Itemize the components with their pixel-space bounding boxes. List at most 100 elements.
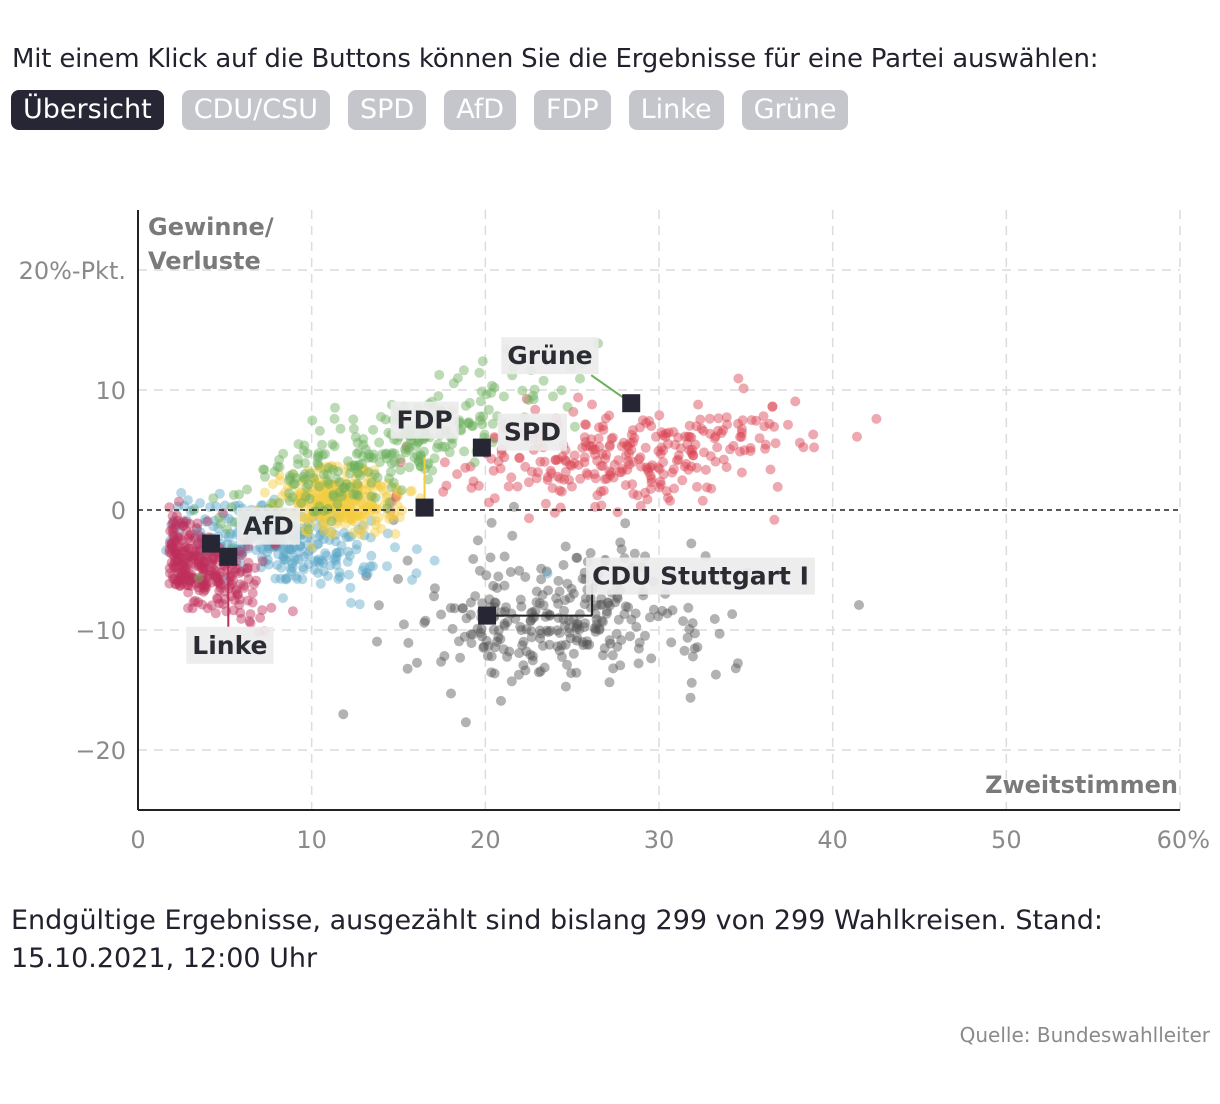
scatter-point-cdu: [500, 606, 510, 617]
scatter-point-fdp: [329, 494, 340, 505]
scatter-point-cdu: [625, 631, 635, 642]
button-uebersicht[interactable]: Übersicht: [11, 90, 164, 130]
button-afd[interactable]: AfD: [444, 90, 517, 130]
scatter-point-fdp: [344, 506, 355, 517]
scatter-point-cdu: [402, 663, 413, 674]
scatter-point-cdu: [580, 593, 591, 604]
scatter-point-afd: [307, 543, 318, 554]
scatter-point-linke: [170, 519, 181, 530]
scatter-point-fdp: [394, 512, 405, 523]
scatter-point-cdu: [648, 604, 659, 615]
result-marker-spd: [472, 438, 491, 457]
scatter-point-spd: [718, 454, 729, 465]
scatter-point-fdp: [319, 464, 330, 475]
scatter-point-cdu: [653, 611, 664, 622]
scatter-point-spd: [737, 415, 748, 426]
scatter-point-grüne: [400, 444, 410, 455]
scatter-point-fdp: [356, 511, 367, 522]
scatter-point-cdu: [552, 625, 563, 636]
scatter-point-linke: [236, 566, 247, 577]
button-spd[interactable]: SPD: [348, 90, 427, 130]
scatter-point-spd: [686, 432, 697, 443]
scatter-point-linke: [172, 556, 183, 566]
scatter-point-fdp: [331, 518, 342, 529]
scatter-point-spd: [605, 470, 616, 481]
scatter-point-fdp: [318, 510, 329, 521]
scatter-point-spd: [628, 488, 639, 499]
scatter-point-spd: [613, 455, 624, 466]
scatter-point-linke: [198, 569, 209, 580]
scatter-point-grüne: [444, 447, 455, 458]
scatter-point-spd: [589, 469, 600, 479]
scatter-point-cdu: [619, 609, 630, 620]
scatter-point-linke: [174, 575, 185, 586]
scatter-point-cdu: [518, 636, 529, 647]
scatter-point-spd: [586, 434, 597, 445]
scatter-point-cdu: [611, 628, 622, 639]
scatter-point-linke: [170, 561, 181, 572]
scatter-point-afd: [331, 548, 342, 558]
scatter-point-cdu: [590, 624, 601, 634]
scatter-point-spd: [767, 401, 778, 412]
scatter-point-afd: [542, 568, 553, 579]
scatter-point-spd: [653, 446, 664, 456]
scatter-point-spd: [386, 497, 397, 507]
scatter-point-fdp: [300, 488, 311, 499]
scatter-point-grüne: [312, 452, 323, 463]
scatter-point-spd: [684, 420, 695, 431]
scatter-point-fdp: [370, 515, 381, 526]
scatter-point-fdp: [344, 508, 355, 519]
scatter-point-fdp: [327, 529, 338, 540]
scatter-point-fdp: [375, 480, 386, 491]
scatter-point-spd: [663, 438, 673, 449]
scatter-point-fdp: [330, 494, 341, 505]
button-gruene[interactable]: Grüne: [741, 90, 849, 130]
scatter-point-cdu: [541, 625, 552, 636]
scatter-point-spd: [663, 492, 673, 503]
scatter-point-spd: [626, 444, 637, 455]
scatter-point-spd: [656, 442, 667, 453]
scatter-point-linke: [165, 568, 175, 579]
scatter-point-grüne: [343, 456, 353, 467]
scatter-point-linke: [199, 582, 210, 593]
scatter-point-fdp: [384, 514, 395, 524]
scatter-point-grüne: [228, 490, 239, 500]
scatter-point-linke: [248, 579, 259, 590]
scatter-point-fdp: [382, 499, 393, 510]
scatter-point-fdp: [332, 461, 343, 472]
scatter-point-linke: [247, 597, 258, 608]
scatter-point-fdp: [311, 494, 322, 505]
button-cdu-csu[interactable]: CDU/CSU: [181, 90, 330, 130]
scatter-point-spd: [654, 482, 665, 493]
scatter-point-fdp: [343, 489, 354, 500]
scatter-point-cdu: [446, 688, 456, 699]
scatter-point-linke: [211, 576, 222, 587]
scatter-point-spd: [587, 441, 598, 452]
scatter-point-afd: [315, 578, 326, 589]
scatter-point-cdu: [686, 538, 697, 549]
scatter-point-fdp: [313, 498, 324, 509]
scatter-point-cdu: [477, 631, 487, 642]
scatter-point-spd: [600, 453, 611, 464]
scatter-point-cdu: [556, 640, 567, 651]
scatter-point-linke: [178, 561, 189, 571]
scatter-point-cdu: [679, 645, 690, 656]
scatter-point-spd: [466, 482, 477, 493]
scatter-point-fdp: [324, 498, 335, 509]
scatter-point-cdu: [372, 636, 382, 647]
scatter-point-grüne: [319, 505, 329, 516]
scatter-point-fdp: [386, 511, 397, 522]
scatter-point-cdu: [506, 676, 517, 687]
scatter-point-fdp: [357, 505, 368, 516]
scatter-point-fdp: [348, 482, 359, 493]
scatter-point-linke: [178, 565, 189, 576]
scatter-point-spd: [683, 464, 694, 475]
scatter-point-linke: [166, 557, 177, 568]
scatter-point-cdu: [631, 621, 642, 632]
scatter-point-cdu: [525, 616, 536, 626]
scatter-point-linke: [215, 571, 226, 582]
scatter-point-grüne: [386, 458, 397, 469]
button-linke[interactable]: Linke: [628, 90, 724, 130]
button-fdp[interactable]: FDP: [534, 90, 611, 130]
scatter-point-spd: [651, 431, 661, 442]
